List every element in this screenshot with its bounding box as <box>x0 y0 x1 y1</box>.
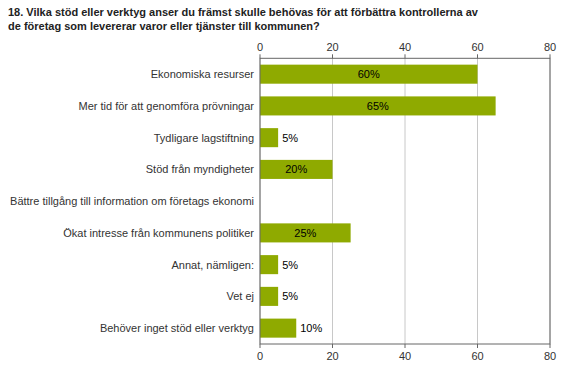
category-label: Ekonomiska resurser <box>151 68 255 80</box>
tick-mark <box>477 344 478 348</box>
category-label: Ökat intresse från kommunens politiker <box>63 227 254 239</box>
tick-label: 40 <box>399 41 411 53</box>
plot-frame <box>260 58 550 344</box>
data-label: 20% <box>285 163 307 175</box>
category-label: Tydligare lagstiftning <box>154 132 254 144</box>
tick-mark <box>550 54 551 58</box>
category-label: Stöd från myndigheter <box>146 163 255 175</box>
category-label: Behöver inget stöd eller verktyg <box>100 322 254 334</box>
data-label: 5% <box>282 132 298 144</box>
tick-mark <box>477 54 478 58</box>
data-label: 60% <box>358 68 380 80</box>
tick-mark <box>405 344 406 348</box>
tick-label: 20 <box>326 350 338 362</box>
bars <box>260 65 496 338</box>
title: 18. Vilka stöd eller verktyg anser du fr… <box>8 6 479 32</box>
category-label: Mer tid för att genomföra prövningar <box>79 100 255 112</box>
page: {"chart_data": {"type": "bar", "orientat… <box>0 0 572 368</box>
category-label: Annat, nämligen: <box>171 259 254 271</box>
chart-svg: 18. Vilka stöd eller verktyg anser du fr… <box>0 0 572 368</box>
data-label: 25% <box>294 227 316 239</box>
tick-mark <box>260 344 261 348</box>
bar <box>260 319 296 338</box>
title-line: de företag som levererar varor eller tjä… <box>8 20 320 32</box>
bar <box>260 96 496 115</box>
category-label: Bättre tillgång till information om före… <box>10 195 254 207</box>
tick-mark <box>260 54 261 58</box>
tick-label: 0 <box>257 350 263 362</box>
data-label: 5% <box>282 290 298 302</box>
tick-mark <box>332 54 333 58</box>
tick-label: 80 <box>544 41 556 53</box>
bar <box>260 255 278 274</box>
tick-label: 60 <box>471 350 483 362</box>
tick-label: 60 <box>471 41 483 53</box>
data-labels: 60% 65% 5% 20% 25% 5% 5% 10% <box>282 68 389 334</box>
grid <box>260 58 550 344</box>
category-label: Vet ej <box>226 290 254 302</box>
y-axis-labels: Ekonomiska resurser Mer tid för att genom… <box>10 68 254 334</box>
x-axis: 0 0 20 20 40 40 60 60 80 80 <box>257 41 556 362</box>
tick-label: 0 <box>257 41 263 53</box>
tick-label: 40 <box>399 350 411 362</box>
data-label: 5% <box>282 259 298 271</box>
chart-container: 18. Vilka stöd eller verktyg anser du fr… <box>0 0 572 368</box>
bar <box>260 65 478 84</box>
plot-area <box>260 58 550 344</box>
tick-label: 80 <box>544 350 556 362</box>
bar <box>260 160 333 179</box>
bar <box>260 287 278 306</box>
title-line: 18. Vilka stöd eller verktyg anser du fr… <box>8 6 479 18</box>
data-label: 65% <box>367 100 389 112</box>
background <box>0 0 572 368</box>
bar <box>260 223 351 242</box>
tick-mark <box>332 344 333 348</box>
tick-label: 20 <box>326 41 338 53</box>
data-label: 10% <box>300 322 322 334</box>
tick-mark <box>405 54 406 58</box>
bar <box>260 128 278 147</box>
tick-mark <box>550 344 551 348</box>
